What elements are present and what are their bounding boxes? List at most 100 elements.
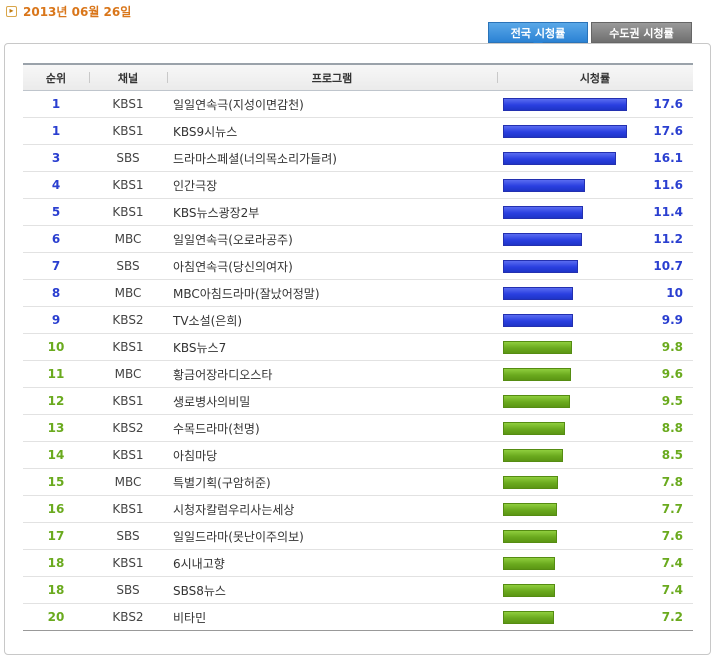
table-row: 14 KBS1 아침마당 8.5: [23, 441, 693, 469]
rating-bar: [503, 557, 555, 570]
program-link[interactable]: KBS뉴스7: [167, 333, 497, 361]
rating-value: 8.8: [661, 421, 683, 435]
chevron-right-icon: ▸: [6, 5, 17, 17]
rating-value: 9.8: [661, 340, 683, 354]
program-link[interactable]: 특별기획(구암허준): [167, 468, 497, 496]
channel-cell: MBC: [89, 279, 167, 307]
tab-national-rating[interactable]: 전국 시청률: [488, 22, 588, 48]
table-row: 13 KBS2 수목드라마(천명) 8.8: [23, 414, 693, 442]
rating-cell: 7.4: [497, 549, 693, 577]
channel-cell: KBS2: [89, 603, 167, 631]
channel-cell: KBS1: [89, 117, 167, 145]
rating-cell: 10: [497, 279, 693, 307]
rating-value: 7.4: [661, 583, 683, 597]
rating-value: 17.6: [653, 97, 683, 111]
rank-cell: 18: [23, 576, 89, 604]
rating-cell: 17.6: [497, 90, 693, 118]
rating-bar: [503, 233, 582, 246]
program-link[interactable]: 일일드라마(못난이주의보): [167, 522, 497, 550]
channel-cell: KBS1: [89, 333, 167, 361]
rating-value: 11.4: [653, 205, 683, 219]
channel-cell: KBS1: [89, 90, 167, 118]
table-row: 5 KBS1 KBS뉴스광장2부 11.4: [23, 198, 693, 226]
rating-tabs: 전국 시청률 수도권 시청률: [488, 22, 692, 48]
program-link[interactable]: 드라마스페셜(너의목소리가들려): [167, 144, 497, 172]
rating-value: 11.6: [653, 178, 683, 192]
rating-value: 10.7: [653, 259, 683, 273]
rating-bar: [503, 287, 573, 300]
table-row: 9 KBS2 TV소설(은희) 9.9: [23, 306, 693, 334]
rating-cell: 11.2: [497, 225, 693, 253]
rating-cell: 7.7: [497, 495, 693, 523]
rating-cell: 7.4: [497, 576, 693, 604]
rating-cell: 8.8: [497, 414, 693, 442]
program-link[interactable]: KBS9시뉴스: [167, 117, 497, 145]
program-link[interactable]: 6시내고향: [167, 549, 497, 577]
table-row: 3 SBS 드라마스페셜(너의목소리가들려) 16.1: [23, 144, 693, 172]
header-rank: 순위: [23, 63, 89, 91]
rank-cell: 10: [23, 333, 89, 361]
rating-cell: 7.6: [497, 522, 693, 550]
rating-cell: 17.6: [497, 117, 693, 145]
channel-cell: KBS1: [89, 495, 167, 523]
rating-bar: [503, 422, 565, 435]
rank-cell: 18: [23, 549, 89, 577]
program-link[interactable]: 아침마당: [167, 441, 497, 469]
rating-cell: 16.1: [497, 144, 693, 172]
program-link[interactable]: 일일연속극(지성이면감천): [167, 90, 497, 118]
rank-cell: 1: [23, 117, 89, 145]
program-link[interactable]: MBC아침드라마(잘났어정말): [167, 279, 497, 307]
rank-cell: 14: [23, 441, 89, 469]
rank-cell: 3: [23, 144, 89, 172]
program-link[interactable]: 일일연속극(오로라공주): [167, 225, 497, 253]
rating-value: 9.5: [661, 394, 683, 408]
rating-cell: 11.6: [497, 171, 693, 199]
rating-cell: 9.5: [497, 387, 693, 415]
program-link[interactable]: TV소설(은희): [167, 306, 497, 334]
rating-value: 9.6: [661, 367, 683, 381]
rating-value: 16.1: [653, 151, 683, 165]
table-row: 8 MBC MBC아침드라마(잘났어정말) 10: [23, 279, 693, 307]
table-row: 7 SBS 아침연속극(당신의여자) 10.7: [23, 252, 693, 280]
rating-bar: [503, 341, 572, 354]
program-link[interactable]: 비타민: [167, 603, 497, 631]
program-link[interactable]: KBS뉴스광장2부: [167, 198, 497, 226]
channel-cell: SBS: [89, 252, 167, 280]
table-row: 4 KBS1 인간극장 11.6: [23, 171, 693, 199]
program-link[interactable]: 인간극장: [167, 171, 497, 199]
program-link[interactable]: 수목드라마(천명): [167, 414, 497, 442]
rank-cell: 17: [23, 522, 89, 550]
program-link[interactable]: 황금어장라디오스타: [167, 360, 497, 388]
channel-cell: KBS2: [89, 414, 167, 442]
rank-cell: 4: [23, 171, 89, 199]
rating-bar: [503, 449, 563, 462]
tab-capital-rating[interactable]: 수도권 시청률: [591, 22, 692, 43]
header-program: 프로그램: [167, 63, 497, 91]
rating-bar: [503, 395, 570, 408]
rank-cell: 11: [23, 360, 89, 388]
rank-cell: 20: [23, 603, 89, 631]
rating-cell: 10.7: [497, 252, 693, 280]
rating-cell: 8.5: [497, 441, 693, 469]
rank-cell: 7: [23, 252, 89, 280]
rank-cell: 1: [23, 90, 89, 118]
table-row: 17 SBS 일일드라마(못난이주의보) 7.6: [23, 522, 693, 550]
rating-cell: 7.8: [497, 468, 693, 496]
table-row: 18 KBS1 6시내고향 7.4: [23, 549, 693, 577]
rating-bar: [503, 530, 557, 543]
ratings-panel: 순위 채널 프로그램 시청률 1 KBS1 일일연속극(지성이면감천) 17.6 1 KB…: [4, 43, 711, 655]
program-link[interactable]: 시청자칼럼우리사는세상: [167, 495, 497, 523]
channel-cell: MBC: [89, 225, 167, 253]
rating-cell: 9.6: [497, 360, 693, 388]
program-link[interactable]: 아침연속극(당신의여자): [167, 252, 497, 280]
program-link[interactable]: 생로병사의비밀: [167, 387, 497, 415]
table-row: 18 SBS SBS8뉴스 7.4: [23, 576, 693, 604]
rating-bar: [503, 584, 555, 597]
rank-cell: 13: [23, 414, 89, 442]
table-row: 20 KBS2 비타민 7.2: [23, 603, 693, 631]
table-row: 10 KBS1 KBS뉴스7 9.8: [23, 333, 693, 361]
rating-value: 17.6: [653, 124, 683, 138]
rating-cell: 9.9: [497, 306, 693, 334]
program-link[interactable]: SBS8뉴스: [167, 576, 497, 604]
rating-value: 7.6: [661, 529, 683, 543]
